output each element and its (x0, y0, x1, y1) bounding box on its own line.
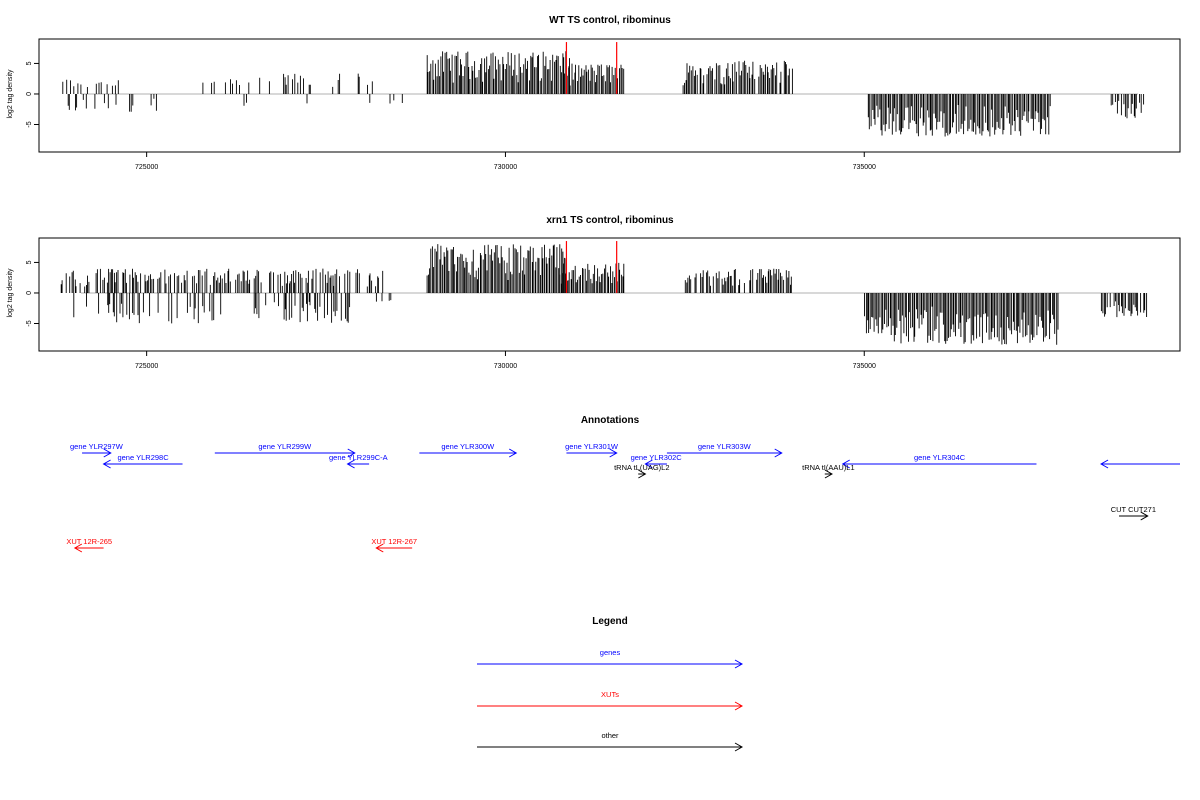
panel-title: xrn1 TS control, ribominus (546, 215, 674, 226)
density-plus-723800 (60, 268, 384, 293)
feature-arrow-1 (102, 459, 183, 469)
legend-arrow-1 (477, 701, 744, 711)
legend: Legend genes XUTs other (477, 616, 744, 752)
density-plus-728900 (426, 51, 570, 94)
feature-label: gene YLR302C (631, 453, 683, 462)
feature-arrow-6 (644, 459, 667, 469)
legend-arrow-2 (477, 742, 744, 752)
y-axis-label: log2 tag density (7, 69, 14, 119)
density-plus-732500 (684, 268, 792, 293)
legend-arrow-0 (477, 659, 744, 669)
density-minus-723900 (73, 293, 351, 324)
density-minus-728200 (375, 293, 392, 302)
feature-label: XUT 12R-265 (66, 537, 112, 546)
density-minus-738400 (1110, 94, 1145, 119)
feature-arrow-11 (824, 469, 833, 479)
feature-label: gene YLR304C (914, 453, 966, 462)
density-minus-735050 (867, 94, 1051, 137)
bars-group (60, 241, 1148, 345)
density-minus-723900 (67, 94, 157, 112)
y-tick-label: 0 (26, 92, 33, 96)
feature-arrow-3 (346, 459, 370, 469)
density-minus-738300 (1100, 293, 1148, 318)
legend-items: genes XUTs other (477, 648, 744, 752)
feature-arrow-0 (82, 448, 112, 458)
wt-panel: WT TS control, ribominus log2 tag densit… (7, 15, 1181, 171)
feature-arrow-2 (214, 448, 356, 458)
x-tick-label: 730000 (494, 164, 517, 171)
y-tick-label: 5 (26, 260, 33, 264)
feature-label: XUT 12R-267 (371, 537, 417, 546)
feature-label: gene YLR303W (698, 442, 752, 451)
density-minus-735000 (864, 293, 1059, 345)
feature-arrow-7 (666, 448, 783, 458)
feature-label: gene YLR297W (70, 442, 124, 451)
density-plus-730750 (559, 262, 625, 293)
feature-arrow-8 (841, 459, 1037, 469)
legend-label: other (601, 731, 619, 740)
bars-group (62, 42, 1145, 137)
panel-title: WT TS control, ribominus (549, 15, 671, 26)
y-tick-label: 5 (26, 61, 33, 65)
y-tick-label: 0 (26, 291, 33, 295)
legend-title: Legend (592, 616, 628, 627)
axes-group: 725000 730000 735000 -5 0 5 (26, 61, 876, 171)
density-minus-726000 (243, 94, 403, 106)
density-plus-728900 (426, 244, 567, 293)
feature-arrow-14 (375, 543, 413, 553)
density-plus-723800 (62, 79, 119, 94)
annotations-title: Annotations (581, 415, 640, 426)
density-plus-726300 (248, 73, 373, 94)
feature-label: tRNA tL(UAG)L2 (614, 463, 669, 472)
feature-label: gene YLR301W (565, 442, 619, 451)
y-tick-label: -5 (26, 121, 33, 127)
feature-label: CUT CUT271 (1111, 505, 1156, 514)
feature-arrow-9 (1100, 459, 1180, 469)
feature-arrow-12 (1119, 511, 1149, 521)
feature-arrow-4 (419, 448, 518, 458)
feature-arrow-13 (73, 543, 104, 553)
density-plus-725700 (202, 79, 240, 94)
legend-label: XUTs (601, 690, 619, 699)
feature-label: tRNA tI(AAU)L1 (802, 463, 855, 472)
plot-frame (38, 38, 1181, 153)
legend-label: genes (600, 648, 621, 657)
x-tick-label: 725000 (135, 164, 158, 171)
feature-label: gene YLR299W (258, 442, 312, 451)
x-tick-label: 725000 (135, 363, 158, 370)
x-tick-label: 735000 (853, 363, 876, 370)
density-plus-730800 (562, 63, 625, 94)
feature-label: gene YLR299C-A (329, 453, 388, 462)
plot-frame (38, 237, 1181, 352)
features-group: gene YLR297W gene YLR298C gene YLR299W gene… (66, 442, 1180, 553)
x-tick-label: 730000 (494, 363, 517, 370)
feature-arrow-5 (566, 448, 618, 458)
xrn1-panel: xrn1 TS control, ribominus log2 tag dens… (7, 215, 1181, 370)
y-axis-label: log2 tag density (7, 268, 14, 318)
feature-arrow-10 (638, 469, 647, 479)
feature-label: gene YLR300W (441, 442, 495, 451)
y-tick-label: -5 (26, 320, 33, 326)
density-plus-732450 (682, 60, 793, 94)
feature-label: gene YLR298C (117, 453, 169, 462)
x-tick-label: 735000 (853, 164, 876, 171)
axes-group: 725000 730000 735000 -5 0 5 (26, 260, 876, 370)
